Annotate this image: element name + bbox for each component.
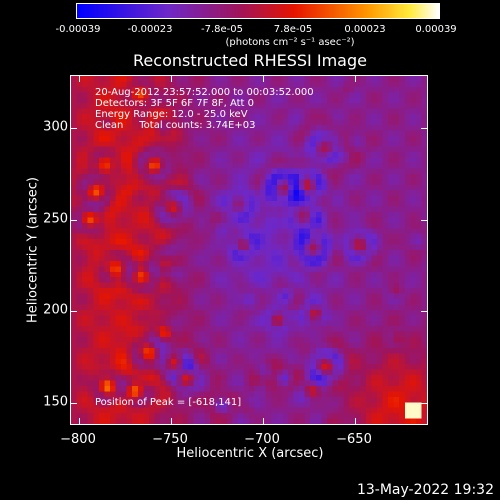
timestamp: 13-May-2022 19:32 [356,482,494,498]
y-tick-mark [71,128,77,129]
x-tick-mark [171,76,172,82]
y-tick-label: 200 [43,302,68,318]
y-tick-label: 150 [43,394,68,410]
colorbar-tick-label: -0.00023 [127,24,173,35]
y-tick-mark [421,403,427,404]
x-tick-mark [171,418,172,424]
x-tick-mark [263,76,264,82]
x-tick-label: −700 [244,432,280,447]
info-time-range: 20-Aug-2012 23:57:52.000 to 00:03:52.000 [95,87,314,98]
colorbar-tick-label: -0.00039 [55,24,101,35]
colorbar-unit-label: (photons cm⁻² s⁻¹ asec⁻²) [225,37,355,48]
info-detectors: Detectors: 3F 5F 6F 7F 8F, Att 0 [95,98,255,109]
x-tick-label: −650 [336,432,372,447]
peak-position-label: Position of Peak = [-618,141] [95,397,242,408]
info-energy-range: Energy Range: 12.0 - 25.0 keV [95,109,248,120]
x-tick-label: −750 [152,432,188,447]
y-axis-label: Heliocentric Y (arcsec) [25,177,41,323]
y-tick-mark [71,311,77,312]
x-tick-mark [79,76,80,82]
y-tick-mark [421,128,427,129]
colorbar-tick-label: 0.00039 [415,24,457,35]
x-tick-label: −800 [60,432,96,447]
colorbar-tick-label: 0.00023 [344,24,386,35]
x-tick-mark [355,418,356,424]
x-tick-mark [355,76,356,82]
colorbar-tick-label: 7.8e-05 [273,24,313,35]
chart-title: Reconstructed RHESSI Image [133,51,367,70]
y-tick-mark [71,220,77,221]
y-tick-mark [421,220,427,221]
rhessi-heatmap [71,76,427,424]
info-total-counts: Clean Total counts: 3.74E+03 [95,120,256,131]
image-plot-area: 20-Aug-2012 23:57:52.000 to 00:03:52.000… [70,75,428,425]
colorbar [76,3,440,19]
y-tick-label: 300 [43,119,68,135]
x-tick-mark [79,418,80,424]
colorbar-tick-label: -7.8e-05 [201,24,243,35]
y-tick-mark [421,311,427,312]
x-tick-mark [263,418,264,424]
y-tick-mark [71,403,77,404]
x-axis-label: Heliocentric X (arcsec) [176,446,324,461]
y-tick-label: 250 [43,211,68,227]
